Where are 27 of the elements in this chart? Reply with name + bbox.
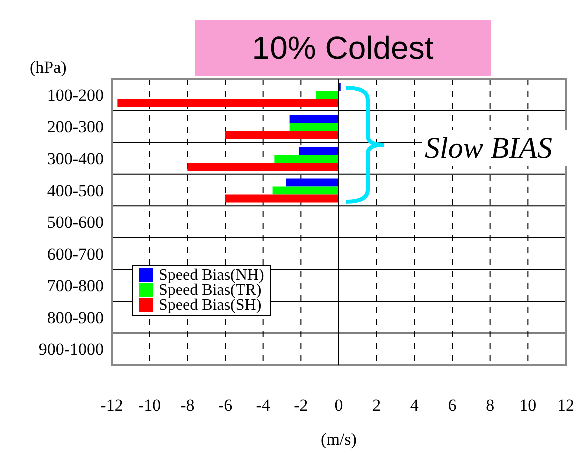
x-tick-label: -2 [294,396,308,416]
y-tick-label: 300-400 [47,149,104,168]
y-tick-label: 400-500 [47,181,104,200]
x-tick-label: 6 [448,396,457,416]
x-tick-label: -4 [256,396,271,416]
y-tick-label: 100-200 [47,86,104,105]
y-tick-label: 200-300 [47,118,104,137]
y-tick-label: 800-900 [47,308,104,328]
x-tick-label: 10 [520,396,537,416]
x-axis-title: (m/s) [321,430,357,449]
x-tick-label: 2 [372,396,382,416]
chart-title: 10% Coldest [195,20,491,76]
y-tick-label: 600-700 [47,244,104,264]
x-tick-label: 8 [486,396,495,416]
annotation: Slow BIAS [425,132,552,165]
x-tick-label: -6 [218,396,233,416]
x-tick-label: 0 [334,396,344,416]
x-tick-label: -10 [138,396,162,416]
x-tick-label: 12 [558,396,574,416]
legend-label: Speed Bias(NH) [159,266,264,284]
x-tick-label: -8 [180,396,195,416]
x-tick-label: -12 [100,396,124,416]
y-axis-title: (hPa) [30,58,67,78]
y-tick-label: 500-600 [47,213,104,232]
y-tick-label: 900-1000 [38,340,104,360]
y-tick-label: 700-800 [47,276,104,296]
x-tick-label: 4 [410,396,420,416]
